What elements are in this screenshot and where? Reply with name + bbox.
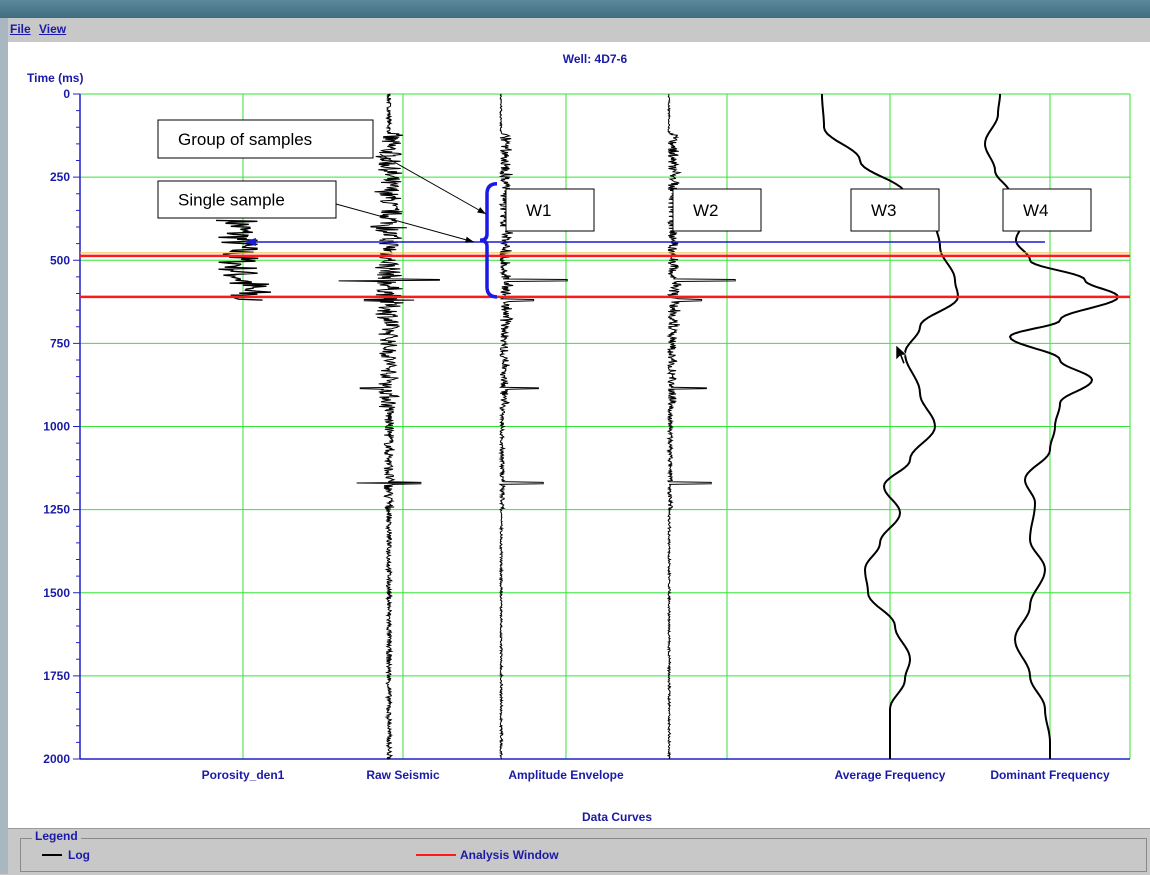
- x-tick-label: Dominant Frequency: [990, 768, 1110, 782]
- y-tick-label: 1750: [43, 669, 70, 683]
- window-titlebar: [0, 0, 1150, 18]
- group-callout-text: Group of samples: [178, 130, 312, 149]
- mouse-cursor-icon: [895, 344, 908, 365]
- y-tick-label: 250: [50, 170, 70, 184]
- legend-title: Legend: [32, 829, 81, 843]
- raw-seismic-curve: [338, 93, 440, 760]
- group-callout-arrow: [379, 153, 487, 215]
- group-callout-arrow-head: [477, 207, 486, 214]
- single-sample-arrowhead: [244, 237, 256, 246]
- single-callout-arrow: [335, 203, 475, 243]
- legend-window-label: Analysis Window: [460, 848, 559, 862]
- single-callout-text: Single sample: [178, 191, 285, 210]
- y-tick-label: 1500: [43, 586, 70, 600]
- group-callout-box: [157, 119, 374, 159]
- grid: [80, 93, 1131, 760]
- y-tick-label: 2000: [43, 752, 70, 766]
- window-label-1-box: [505, 188, 595, 232]
- y-tick-label: 1250: [43, 503, 70, 517]
- window-label-2-box: [672, 188, 762, 232]
- porosity-log-curve: [215, 219, 272, 301]
- envelope-curve-2: [498, 93, 568, 760]
- window-label-3-box: [850, 188, 940, 232]
- group-samples-bracket: [479, 182, 498, 299]
- x-tick-label: Raw Seismic: [366, 768, 440, 782]
- y-axis-label: Time (ms): [27, 71, 83, 85]
- legend-group: [20, 838, 1147, 872]
- window-label-1-text: W1: [526, 201, 552, 220]
- y-tick-label: 750: [50, 336, 70, 350]
- x-tick-label: Average Frequency: [835, 768, 946, 782]
- legend-panel: [8, 828, 1150, 875]
- x-axis-label: Data Curves: [582, 810, 652, 824]
- single-callout-box: [157, 180, 337, 219]
- x-tick-label: Amplitude Envelope: [508, 768, 624, 782]
- chart-title: Well: 4D7-6: [563, 52, 628, 66]
- menu-view[interactable]: View: [39, 22, 67, 36]
- y-tick-label: 500: [50, 253, 70, 267]
- window-label-2-text: W2: [693, 201, 719, 220]
- window-label-3-text: W3: [871, 201, 897, 220]
- window-label-4-box: [1002, 188, 1092, 232]
- single-callout-arrow-head: [465, 236, 474, 243]
- window-label-4-text: W4: [1023, 201, 1049, 220]
- axes: 0 250 500 750 1000 1250 1500 1750 2000 Porosity_d…: [43, 87, 1130, 782]
- y-tick-label: 0: [63, 87, 70, 101]
- menu-file[interactable]: File: [10, 22, 31, 36]
- legend-log-label: Log: [68, 848, 90, 862]
- x-tick-label: Porosity_den1: [202, 768, 285, 782]
- overlays: Group of samples Single sample W1 W2 W3 W4: [80, 119, 1130, 365]
- y-tick-label: 1000: [43, 420, 70, 434]
